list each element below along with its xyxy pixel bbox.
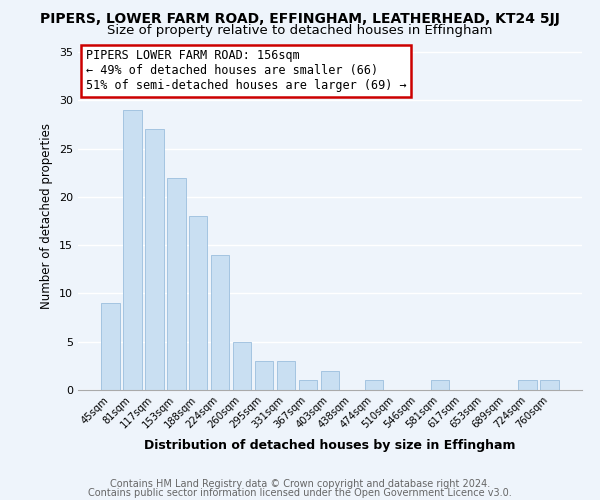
Bar [101,303,119,390]
Bar [189,216,208,390]
Bar [211,255,229,390]
Bar [518,380,537,390]
Text: PIPERS, LOWER FARM ROAD, EFFINGHAM, LEATHERHEAD, KT24 5JJ: PIPERS, LOWER FARM ROAD, EFFINGHAM, LEAT… [40,12,560,26]
X-axis label: Distribution of detached houses by size in Effingham: Distribution of detached houses by size … [144,439,516,452]
Text: Size of property relative to detached houses in Effingham: Size of property relative to detached ho… [107,24,493,37]
Text: Contains public sector information licensed under the Open Government Licence v3: Contains public sector information licen… [88,488,512,498]
Text: Contains HM Land Registry data © Crown copyright and database right 2024.: Contains HM Land Registry data © Crown c… [110,479,490,489]
Bar [431,380,449,390]
Bar [277,361,295,390]
Y-axis label: Number of detached properties: Number of detached properties [40,123,53,309]
Bar [145,130,164,390]
Bar [320,370,340,390]
Text: PIPERS LOWER FARM ROAD: 156sqm
← 49% of detached houses are smaller (66)
51% of : PIPERS LOWER FARM ROAD: 156sqm ← 49% of … [86,50,406,92]
Bar [299,380,317,390]
Bar [541,380,559,390]
Bar [233,342,251,390]
Bar [365,380,383,390]
Bar [255,361,274,390]
Bar [167,178,185,390]
Bar [123,110,142,390]
